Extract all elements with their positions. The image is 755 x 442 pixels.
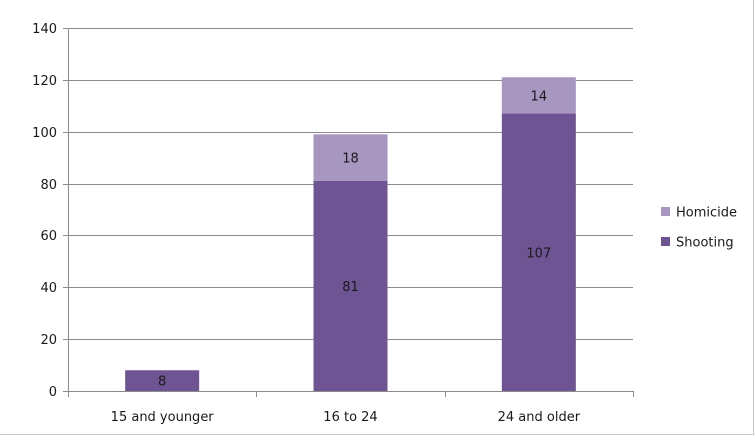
y-tick-label: 60	[40, 229, 57, 244]
y-tick-label: 120	[32, 74, 57, 89]
bar-shooting-2	[501, 113, 576, 392]
bars	[125, 77, 576, 392]
legend-label-homicide: Homicide	[676, 206, 737, 221]
data-label-shooting: 8	[158, 375, 166, 390]
legend-swatch-homicide	[661, 207, 670, 216]
bar-homicide-2	[501, 77, 576, 114]
legend-label-shooting: Shooting	[676, 236, 734, 251]
data-labels: 8 81 18 107 14	[158, 89, 551, 389]
bar-homicide-1	[313, 134, 388, 181]
data-label-shooting: 107	[526, 246, 551, 261]
bar-shooting-1	[313, 180, 388, 391]
y-tick-label: 140	[32, 22, 57, 37]
x-category-label: 24 and older	[498, 410, 581, 425]
y-tick-label: 80	[40, 178, 57, 193]
data-label-homicide: 14	[531, 89, 548, 104]
data-label-shooting: 81	[342, 280, 359, 295]
y-tick-label: 0	[49, 385, 57, 400]
y-tick-label: 20	[40, 333, 57, 348]
data-label-homicide: 18	[342, 152, 359, 167]
legend: Homicide Shooting	[661, 206, 737, 251]
legend-swatch-shooting	[661, 237, 670, 246]
y-tick-label: 100	[32, 126, 57, 141]
axes: 0 20 40 60 80 100 120 140 15 and younger 16 to 24…	[32, 22, 634, 425]
y-tick-label: 40	[40, 281, 57, 296]
x-category-label: 16 to 24	[323, 410, 377, 425]
bar-shooting-0	[125, 370, 200, 391]
x-category-label: 15 and younger	[111, 410, 215, 425]
